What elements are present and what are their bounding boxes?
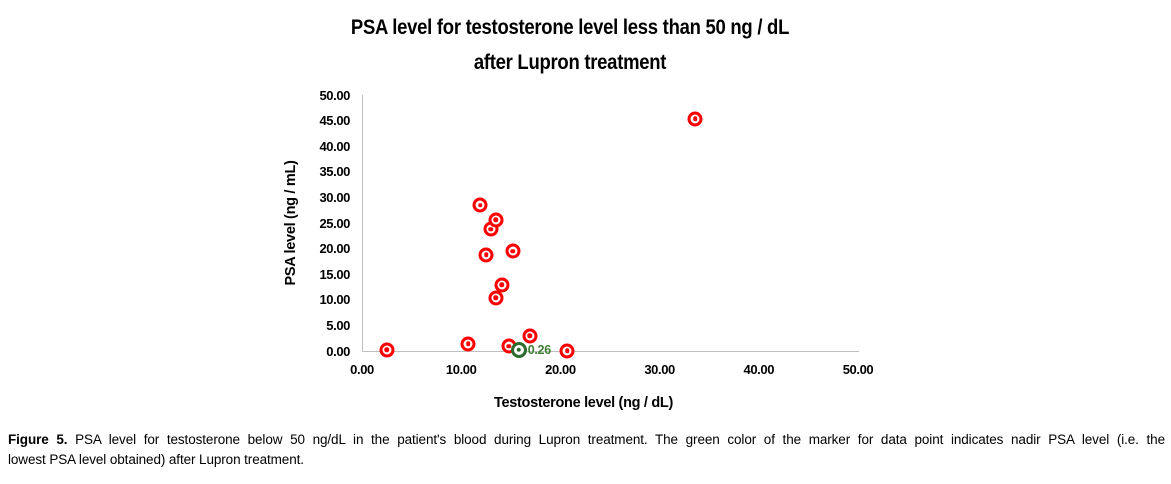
y-tick-label: 40.00 (319, 138, 350, 154)
psa-data-points-red-marker (687, 111, 703, 127)
plot-area: 0.26 (361, 95, 859, 358)
y-axis-tick-labels: 50.00 45.00 40.00 35.00 30.00 25.00 20.00 15.00… (288, 88, 350, 359)
psa-data-points-red-marker (494, 277, 510, 293)
y-tick-label: 45.00 (319, 113, 350, 129)
caption-line1-text: PSA level for testosterone below 50 ng/d… (75, 432, 1165, 447)
psa-data-points-red-marker (379, 342, 395, 358)
x-tick-label: 10.00 (445, 362, 477, 377)
nadir-psa-value-label: 0.26 (527, 342, 551, 357)
x-tick-label: 50.00 (842, 362, 874, 377)
x-tick-label: 30.00 (644, 362, 675, 377)
psa-data-points-red-marker (472, 197, 488, 213)
y-tick-label: 15.00 (319, 266, 350, 282)
y-tick-label: 50.00 (319, 87, 350, 103)
y-tick-label: 0.00 (326, 343, 350, 359)
x-tick-label: 40.00 (743, 362, 775, 377)
psa-data-points-red-marker (460, 336, 476, 352)
psa-data-points-red-marker (478, 247, 494, 263)
y-tick-label: 5.00 (326, 317, 350, 333)
x-tick-label: 20.00 (545, 362, 576, 377)
chart-title-line1: PSA level for testosterone level less th… (350, 16, 790, 39)
y-tick-label: 25.00 (319, 215, 350, 231)
y-tick-label: 30.00 (319, 189, 350, 205)
nadir-psa-point-green-marker: 0.26 (510, 341, 551, 358)
caption-figure-label: Figure 5. (8, 432, 68, 447)
chart-title-line2: after Lupron treatment (473, 51, 667, 74)
y-tick-label: 20.00 (319, 241, 350, 257)
figure-caption: Figure 5. PSA level for testosterone bel… (8, 430, 1165, 470)
y-tick-label: 35.00 (319, 164, 350, 180)
x-axis-title: Testosterone level (ng / dL) (493, 395, 674, 411)
x-axis-tick-labels: 0.00 10.00 20.00 30.00 40.00 50.00 (350, 362, 874, 380)
caption-line2: lowest PSA level obtained) after Lupron … (8, 452, 304, 467)
x-axis-line (361, 350, 859, 352)
chart-title: PSA level for testosterone level less th… (324, 10, 817, 80)
x-tick-label: 0.00 (350, 362, 374, 377)
psa-data-points-red-marker (505, 243, 521, 259)
caption-line1: Figure 5. PSA level for testosterone bel… (8, 430, 1165, 450)
psa-data-points-red-marker (488, 290, 504, 306)
y-tick-label: 10.00 (319, 292, 350, 308)
psa-data-points-red-marker (488, 212, 504, 228)
psa-data-points-red-marker (559, 343, 575, 358)
psa-data-points-red-marker (522, 328, 538, 344)
